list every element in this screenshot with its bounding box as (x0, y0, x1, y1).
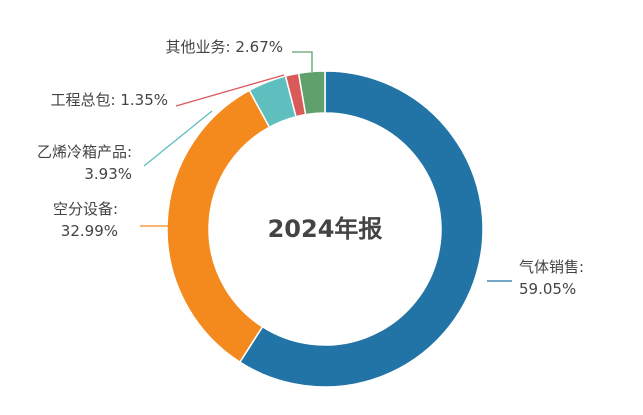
slice-label-value-1: 32.99% (61, 222, 118, 240)
slice-4[interactable] (297, 70, 326, 116)
slice-0[interactable] (238, 70, 484, 388)
slice-label-name-2: 乙烯冷箱产品: (37, 143, 132, 161)
slices-group (166, 70, 484, 388)
leader-line-3 (175, 74, 285, 107)
slice-label-3: 工程总包: 1.35% (51, 91, 168, 109)
slice-label-4: 其他业务: 2.67% (166, 38, 283, 56)
slice-1[interactable] (166, 89, 271, 364)
slice-label-0: 气体销售: 59.05% (519, 258, 584, 298)
labels-group: 气体销售: 59.05% 空分设备: 32.99% 乙烯冷箱产品: 3.93% 工程总包: … (37, 38, 584, 298)
slice-label-value-2: 3.93% (84, 165, 132, 183)
slice-label-name-1: 空分设备: (53, 200, 118, 218)
center-label: 2024年报 (268, 215, 383, 243)
slice-label-name-0: 气体销售: (519, 258, 584, 276)
leader-line-2 (143, 110, 213, 167)
slice-label-value-0: 59.05% (519, 280, 576, 298)
leader-line-4 (292, 51, 313, 72)
slice-label-1: 空分设备: 32.99% (53, 200, 118, 240)
slice-label-2: 乙烯冷箱产品: 3.93% (37, 143, 132, 183)
leader-lines-group (140, 51, 512, 282)
